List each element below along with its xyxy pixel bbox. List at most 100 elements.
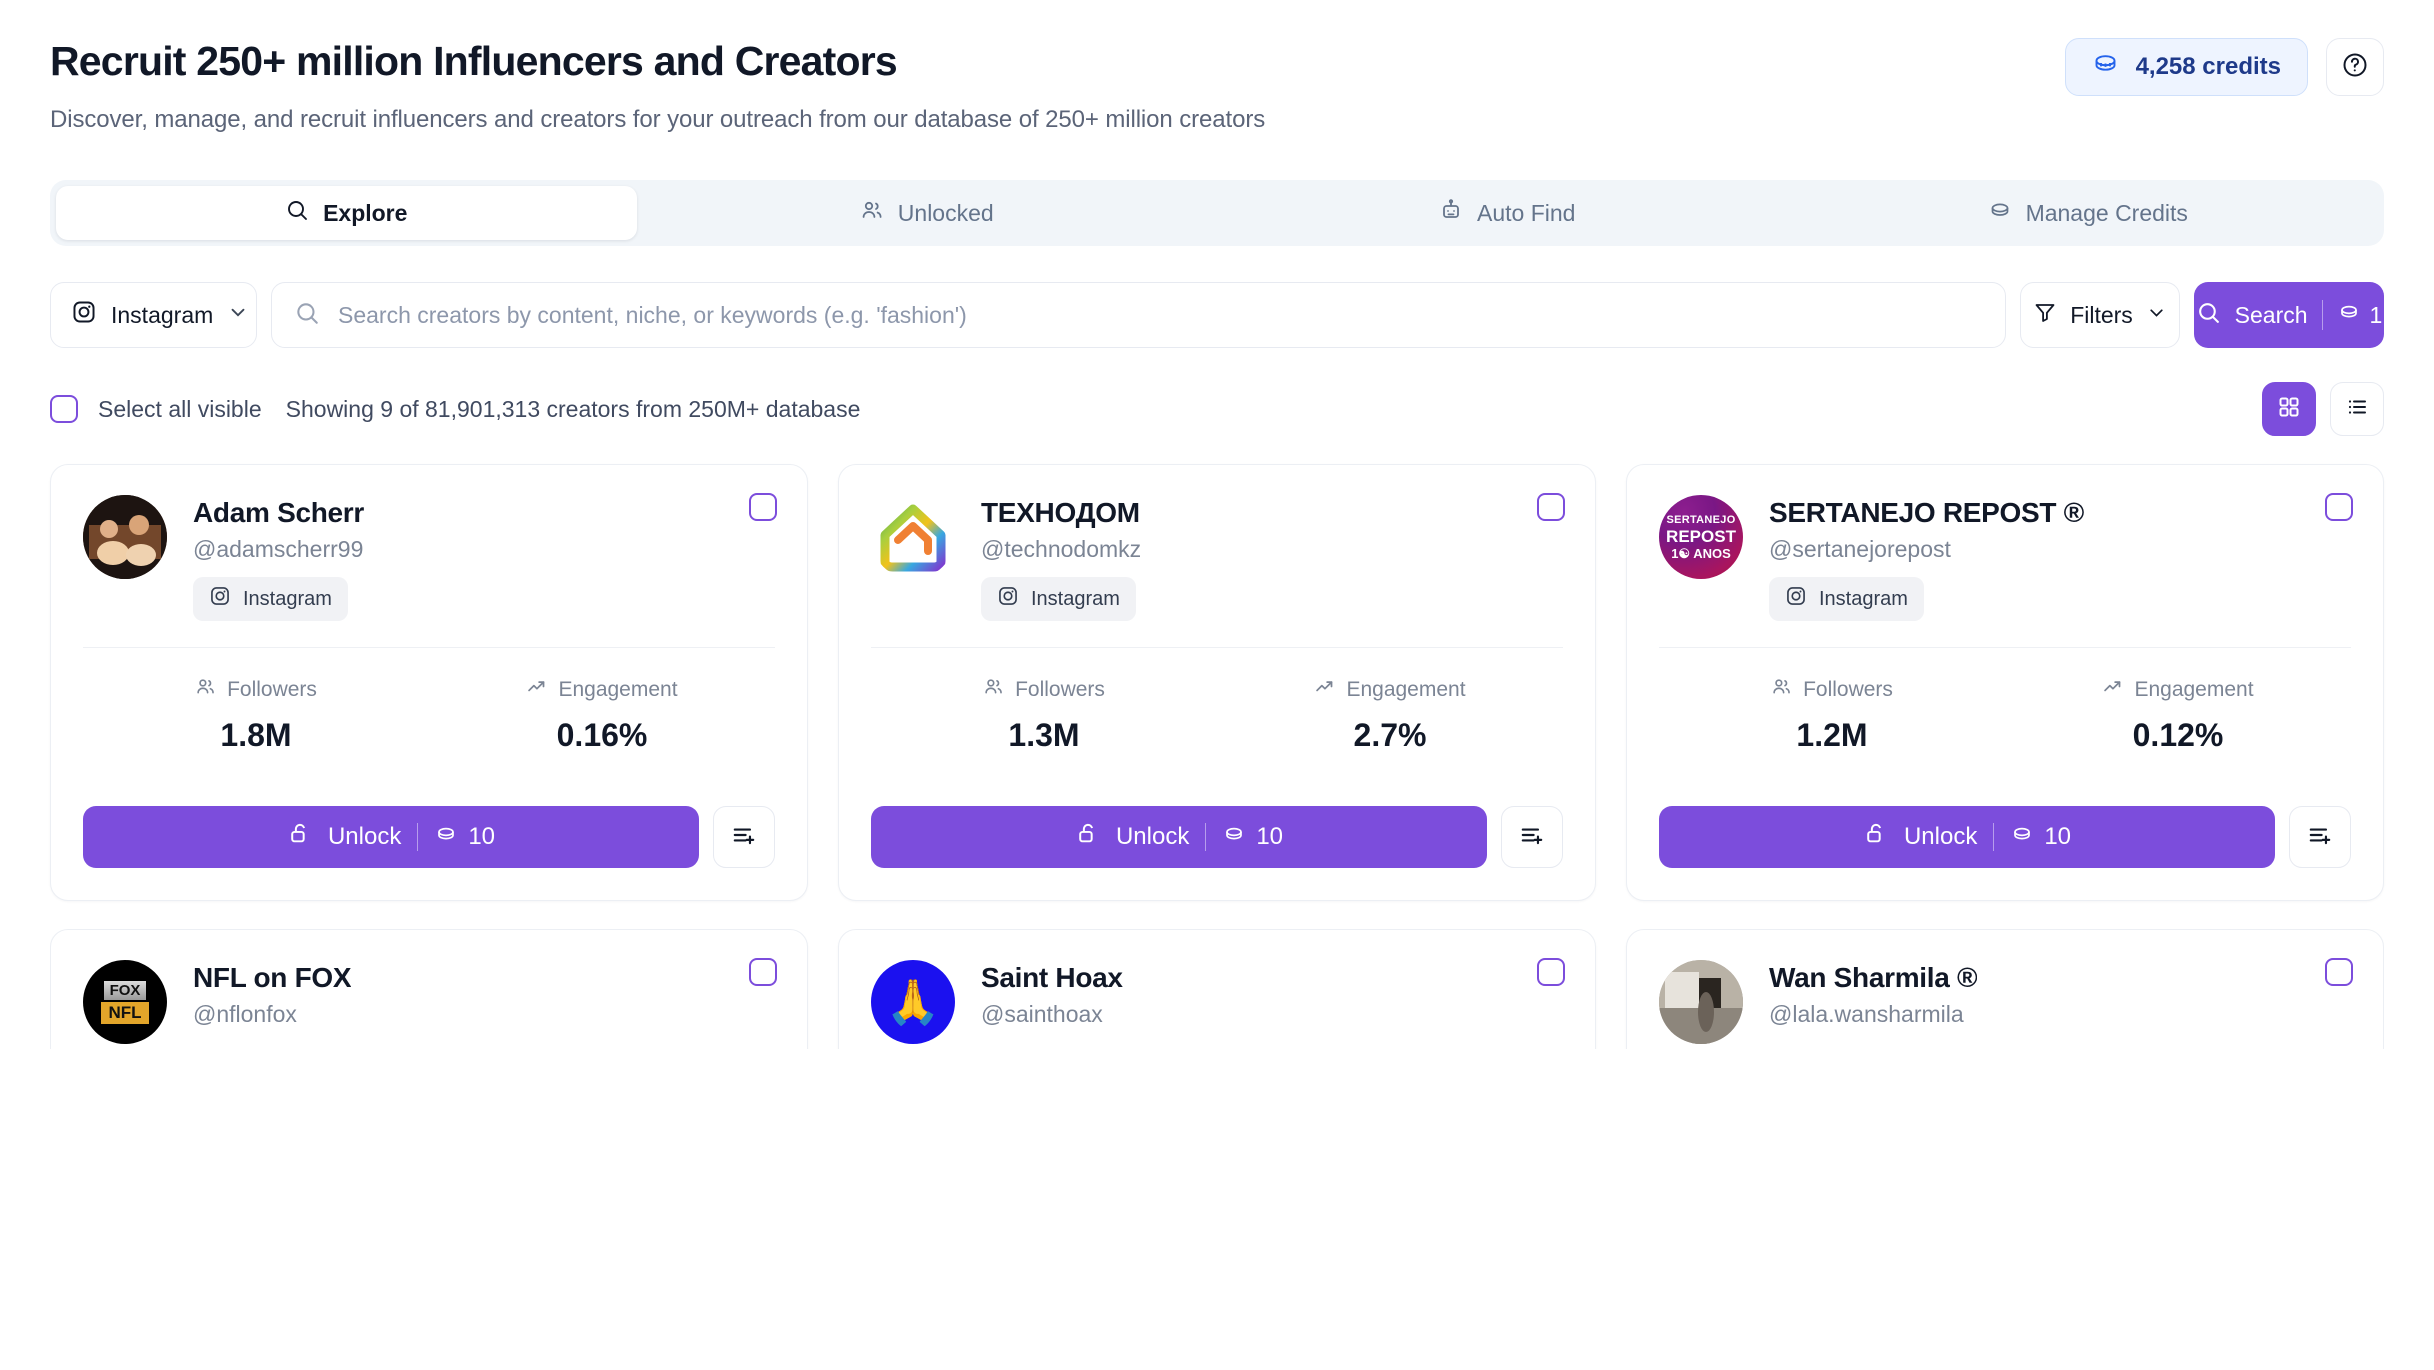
- search-button[interactable]: Search 1: [2194, 282, 2384, 349]
- creator-handle: @sainthoax: [981, 1001, 1103, 1028]
- creator-card-actions: Unlock 10: [871, 806, 1563, 869]
- users-icon: [860, 198, 884, 228]
- tab-auto-find[interactable]: Auto Find: [1217, 186, 1798, 240]
- select-all-label: Select all visible: [98, 395, 262, 422]
- add-to-list-button[interactable]: [713, 806, 775, 869]
- grid-icon: [2277, 395, 2301, 424]
- divider: [1659, 647, 2351, 649]
- instagram-icon: [209, 585, 231, 613]
- creator-handle: @nflonfox: [193, 1001, 297, 1028]
- unlock-cost-value: 10: [468, 823, 496, 851]
- creator-card[interactable]: Wan Sharmila ® @lala.wansharmila: [1626, 929, 2384, 1050]
- creator-identity: SERTANEJO REPOST ® @sertanejorepost Inst…: [1769, 495, 2084, 622]
- creator-card-header: Wan Sharmila ® @lala.wansharmila: [1659, 960, 2351, 1045]
- unlock-cost: 10: [2010, 822, 2071, 853]
- instagram-icon: [71, 299, 97, 331]
- creator-card-actions: Unlock 10: [83, 806, 775, 869]
- creator-identity: ТЕХНОДОМ @technodomkz Instagram: [981, 495, 1142, 622]
- users-icon: [195, 676, 216, 703]
- engagement-value: 0.12%: [2132, 717, 2224, 754]
- unlock-label: Unlock: [327, 823, 402, 851]
- creator-handle: @technodomkz: [981, 536, 1142, 563]
- followers-stat: Followers 1.2M: [1659, 676, 2005, 754]
- add-to-list-button[interactable]: [2289, 806, 2351, 869]
- avatar: SERTANEJO REPOST 1☯ ANOS: [1659, 495, 1743, 580]
- creator-handle: @sertanejorepost: [1769, 536, 1951, 563]
- creator-name: SERTANEJO REPOST ®: [1769, 497, 2084, 529]
- engagement-label-row: Engagement: [1217, 676, 1563, 703]
- unlock-icon: [1863, 821, 1888, 853]
- creator-card-header: Adam Scherr @adamscherr99 Instagram: [83, 495, 775, 622]
- credits-amount: 4,258 credits: [2135, 53, 2281, 80]
- creator-name: Saint Hoax: [981, 962, 1123, 994]
- creator-select-checkbox[interactable]: [1537, 493, 1565, 522]
- unlock-cost-value: 10: [2044, 823, 2072, 851]
- followers-label-row: Followers: [871, 676, 1217, 703]
- creator-card[interactable]: SERTANEJO REPOST 1☯ ANOS SERTANEJO REPOS…: [1626, 464, 2384, 902]
- unlock-cost: 10: [1222, 822, 1283, 853]
- tab-unlocked-label: Unlocked: [897, 199, 994, 226]
- divider: [1205, 823, 1207, 852]
- engagement-label: Engagement: [1346, 677, 1466, 701]
- creator-card[interactable]: FOX NFL NFL on FOX @nflonfox: [50, 929, 808, 1050]
- unlock-button[interactable]: Unlock 10: [83, 806, 699, 869]
- creator-card-actions: Unlock 10: [1659, 806, 2351, 869]
- search-input[interactable]: Search creators by content, niche, or ke…: [338, 301, 967, 328]
- tab-manage-credits[interactable]: Manage Credits: [1798, 186, 2379, 240]
- list-view-button[interactable]: [2330, 382, 2384, 437]
- filter-icon: [2033, 300, 2057, 330]
- platform-chip: Instagram: [1769, 577, 1924, 622]
- unlock-button[interactable]: Unlock 10: [1659, 806, 2275, 869]
- creator-card-header: 🙏 Saint Hoax @sainthoax: [871, 960, 1563, 1045]
- followers-label-row: Followers: [1659, 676, 2005, 703]
- view-toggle: [2262, 382, 2384, 437]
- coin-icon: [2010, 822, 2034, 853]
- header-actions: 4,258 credits: [2064, 30, 2384, 96]
- credits-badge[interactable]: 4,258 credits: [2064, 38, 2308, 96]
- help-button[interactable]: [2326, 38, 2384, 96]
- creator-card[interactable]: Adam Scherr @adamscherr99 Instagram: [50, 464, 808, 902]
- instagram-icon: [1785, 585, 1807, 613]
- avatar-nfl-text: NFL: [101, 1001, 149, 1024]
- creator-grid: Adam Scherr @adamscherr99 Instagram: [50, 464, 2384, 902]
- followers-value: 1.8M: [220, 717, 292, 754]
- coin-icon: [1988, 198, 2012, 228]
- creator-select-checkbox[interactable]: [749, 958, 777, 987]
- followers-label: Followers: [1015, 677, 1105, 701]
- creator-card[interactable]: ТЕХНОДОМ @technodomkz Instagram: [838, 464, 1596, 902]
- creator-identity: NFL on FOX @nflonfox: [193, 960, 351, 1028]
- tab-explore[interactable]: Explore: [56, 186, 637, 241]
- filters-button[interactable]: Filters: [2020, 282, 2180, 349]
- followers-value: 1.3M: [1008, 717, 1080, 754]
- filters-label: Filters: [2070, 301, 2133, 328]
- list-plus-icon: [731, 822, 757, 853]
- creator-select-checkbox[interactable]: [2325, 493, 2353, 522]
- tab-auto-find-label: Auto Find: [1477, 199, 1576, 226]
- creator-card[interactable]: 🙏 Saint Hoax @sainthoax: [838, 929, 1596, 1050]
- creator-select-checkbox[interactable]: [749, 493, 777, 522]
- creator-stats: Followers 1.8M Engagement 0.16%: [83, 676, 775, 754]
- grid-view-button[interactable]: [2262, 382, 2316, 437]
- engagement-value: 2.7%: [1353, 717, 1427, 754]
- unlock-icon: [287, 821, 312, 853]
- search-field-wrapper[interactable]: Search creators by content, niche, or ke…: [271, 282, 2006, 349]
- search-icon: [2196, 300, 2221, 331]
- results-count-text: Showing 9 of 81,901,313 creators from 25…: [285, 395, 861, 422]
- creator-name: ТЕХНОДОМ: [981, 497, 1140, 529]
- divider: [2321, 300, 2323, 331]
- creator-select-checkbox[interactable]: [2325, 958, 2353, 987]
- unlock-label: Unlock: [1903, 823, 1978, 851]
- select-all-checkbox[interactable]: [50, 395, 78, 424]
- creator-name: NFL on FOX: [193, 962, 352, 994]
- chevron-down-icon: [227, 301, 249, 329]
- add-to-list-button[interactable]: [1501, 806, 1563, 869]
- creator-select-checkbox[interactable]: [1537, 958, 1565, 987]
- platform-chip-label: Instagram: [1819, 587, 1908, 610]
- avatar: [1659, 960, 1743, 1045]
- followers-label: Followers: [1803, 677, 1893, 701]
- unlock-button[interactable]: Unlock 10: [871, 806, 1487, 869]
- platform-select[interactable]: Instagram: [50, 282, 257, 349]
- tab-unlocked[interactable]: Unlocked: [637, 186, 1218, 240]
- creator-identity: Saint Hoax @sainthoax: [981, 960, 1123, 1028]
